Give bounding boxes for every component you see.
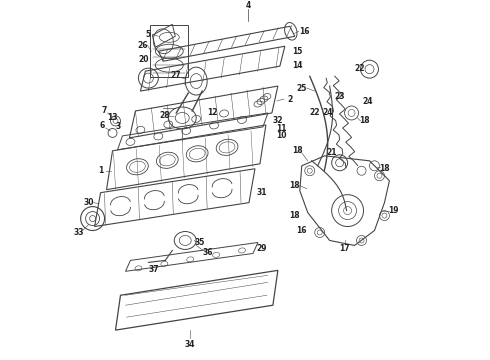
Text: 37: 37 bbox=[148, 265, 159, 274]
Text: 29: 29 bbox=[257, 244, 267, 253]
Text: 13: 13 bbox=[107, 113, 118, 122]
Text: 19: 19 bbox=[388, 206, 399, 215]
Text: 27: 27 bbox=[170, 71, 181, 80]
Text: 32: 32 bbox=[272, 116, 283, 125]
Text: 2: 2 bbox=[287, 95, 293, 104]
Text: 23: 23 bbox=[334, 91, 345, 100]
Text: 18: 18 bbox=[293, 146, 303, 155]
Text: 21: 21 bbox=[326, 148, 337, 157]
Text: 14: 14 bbox=[293, 61, 303, 70]
Text: 16: 16 bbox=[296, 226, 307, 235]
Text: 22: 22 bbox=[354, 64, 365, 73]
Text: 16: 16 bbox=[299, 27, 310, 36]
Text: 3: 3 bbox=[116, 122, 121, 131]
Text: 30: 30 bbox=[83, 198, 94, 207]
Text: 4: 4 bbox=[245, 1, 250, 10]
Text: 12: 12 bbox=[207, 108, 218, 117]
Bar bbox=[150, 25, 188, 77]
Text: 24: 24 bbox=[362, 96, 373, 105]
Text: 36: 36 bbox=[203, 248, 214, 257]
Text: 31: 31 bbox=[257, 188, 267, 197]
Text: 7: 7 bbox=[102, 107, 107, 116]
Text: 35: 35 bbox=[195, 238, 205, 247]
Text: 25: 25 bbox=[296, 84, 307, 93]
Text: 17: 17 bbox=[339, 244, 350, 253]
Text: 11: 11 bbox=[276, 125, 287, 134]
Text: 34: 34 bbox=[185, 339, 196, 348]
Text: 10: 10 bbox=[276, 131, 287, 140]
Text: 22: 22 bbox=[310, 108, 320, 117]
Text: 28: 28 bbox=[159, 112, 170, 121]
Text: 1: 1 bbox=[98, 166, 103, 175]
Text: 26: 26 bbox=[137, 41, 147, 50]
Text: 18: 18 bbox=[359, 116, 370, 125]
Text: 18: 18 bbox=[290, 181, 300, 190]
Text: 20: 20 bbox=[138, 55, 148, 64]
Text: 18: 18 bbox=[379, 164, 390, 173]
Text: 6: 6 bbox=[100, 121, 105, 130]
Text: 24: 24 bbox=[322, 108, 333, 117]
Text: 33: 33 bbox=[74, 228, 84, 237]
Text: 5: 5 bbox=[146, 30, 151, 39]
Text: 15: 15 bbox=[293, 47, 303, 56]
Text: 18: 18 bbox=[290, 211, 300, 220]
